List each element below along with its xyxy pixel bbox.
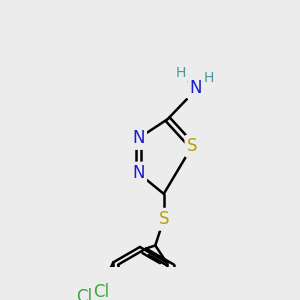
Text: N: N bbox=[190, 80, 202, 98]
Text: S: S bbox=[187, 137, 197, 155]
Text: N: N bbox=[132, 164, 145, 182]
Text: H: H bbox=[204, 70, 214, 85]
Text: N: N bbox=[132, 129, 145, 147]
Text: Cl: Cl bbox=[94, 283, 110, 300]
Text: Cl: Cl bbox=[76, 288, 92, 300]
Text: S: S bbox=[158, 210, 169, 228]
Text: H: H bbox=[176, 66, 186, 80]
